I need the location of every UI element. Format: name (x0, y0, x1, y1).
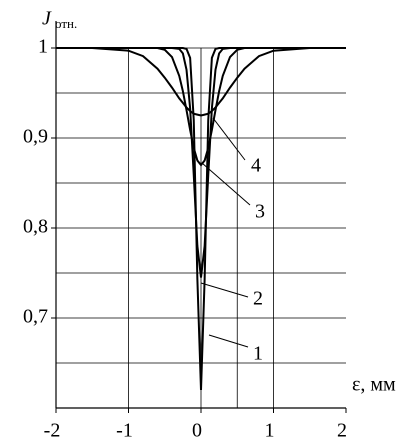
y-tick-label: 0,8 (23, 216, 48, 238)
x-axis-label: ε, мм (352, 374, 396, 396)
curve (56, 47, 346, 167)
y-tick-label: 0,7 (23, 306, 48, 328)
y-axis-subscript: отн. (55, 16, 77, 31)
curve (56, 47, 346, 117)
y-tick-label: 0,9 (23, 126, 48, 148)
x-tick-label: 2 (337, 420, 347, 442)
curve-label: 4 (251, 155, 261, 177)
leader-line (212, 117, 246, 161)
x-tick-label: 0 (192, 420, 202, 442)
curve-label: 1 (253, 343, 263, 365)
y-tick-label: 1 (38, 36, 48, 58)
curve-label: 2 (253, 288, 263, 310)
x-tick-label: -2 (44, 420, 61, 442)
curve-label: 3 (255, 201, 265, 223)
leader-line (201, 162, 251, 206)
y-axis-symbol: J (42, 8, 52, 30)
leader-line (208, 334, 249, 348)
x-tick-label: -1 (116, 420, 133, 442)
leader-line (200, 282, 249, 298)
x-tick-label: 1 (265, 420, 275, 442)
